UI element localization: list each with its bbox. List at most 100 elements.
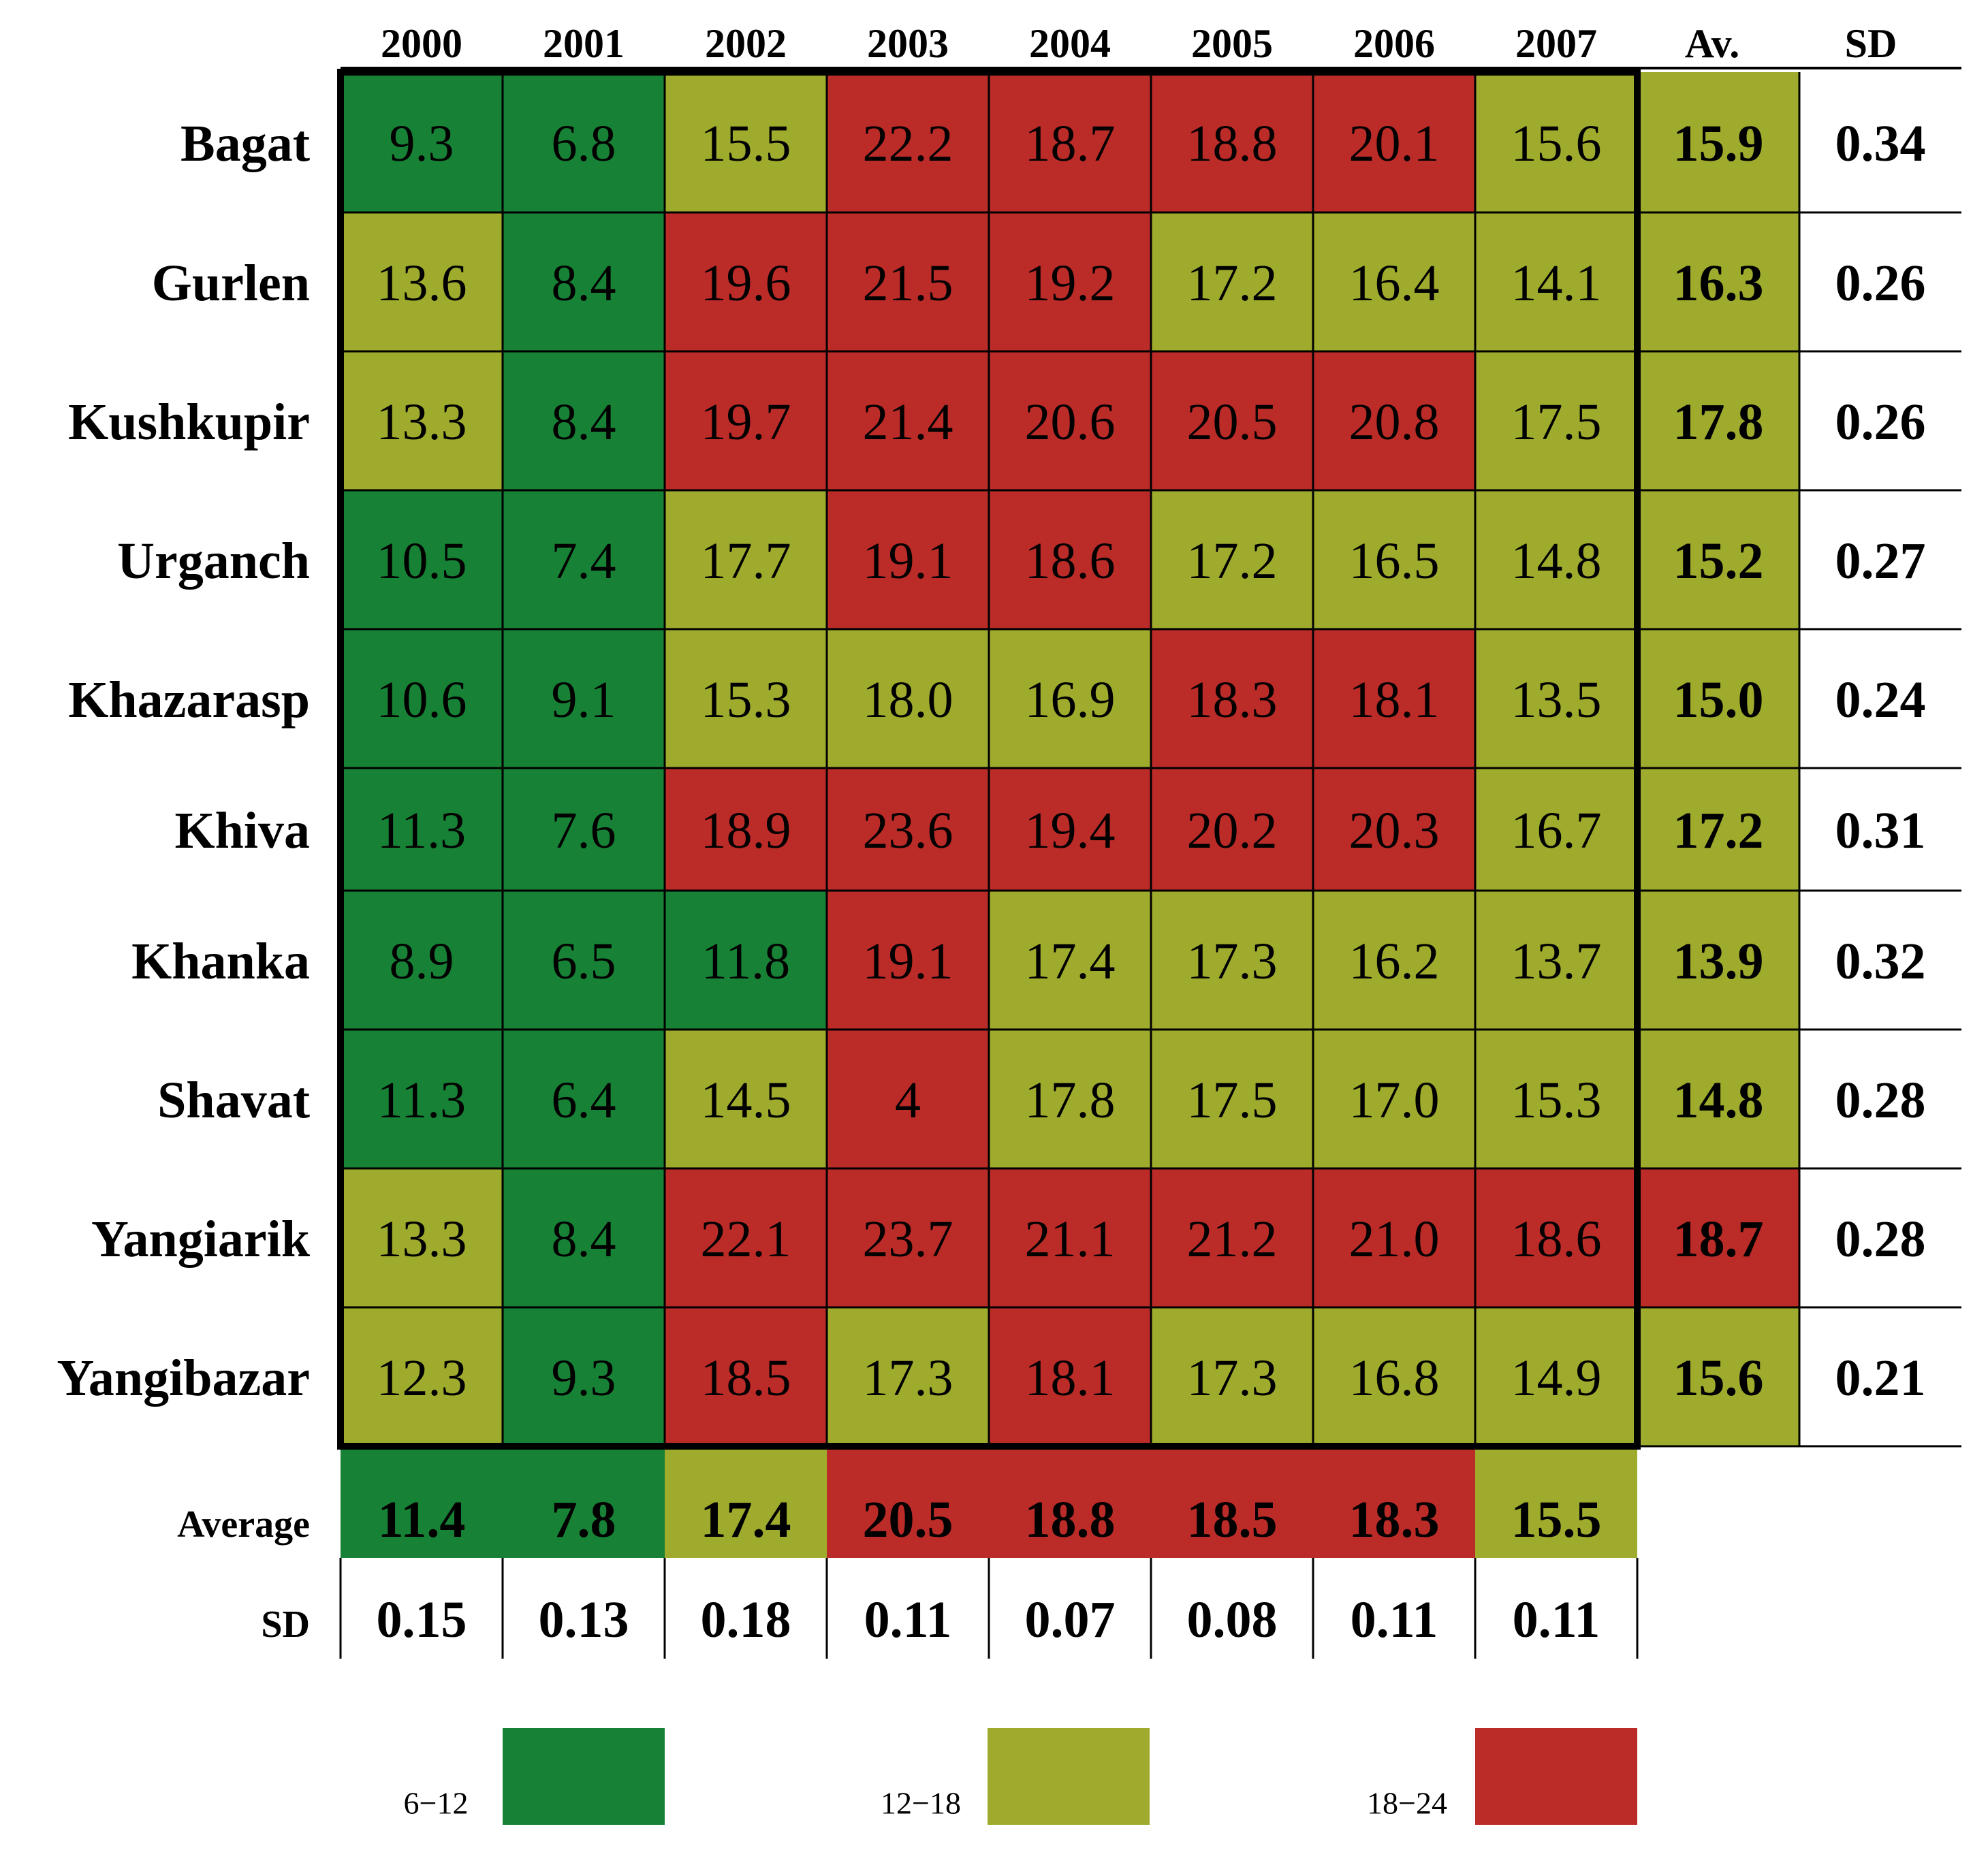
row-label: Gurlen [152, 255, 310, 312]
row-average-value: 17.2 [1673, 802, 1764, 859]
row-average-value: 16.3 [1673, 255, 1764, 312]
heat-cell [827, 351, 989, 490]
column-sd-value: 0.11 [1351, 1591, 1438, 1648]
row-label: Khazarasp [68, 671, 310, 729]
heat-cell [827, 629, 989, 768]
heat-cell [989, 1168, 1151, 1307]
heat-cell [827, 212, 989, 351]
heat-cell [989, 1307, 1151, 1446]
heat-cell [665, 629, 827, 768]
heat-cell [341, 351, 503, 490]
cell-value: 8.4 [552, 1211, 616, 1268]
heat-cell [1151, 1030, 1313, 1168]
row-average-cell [1637, 891, 1799, 1030]
column-average-value: 15.5 [1511, 1491, 1602, 1548]
heat-cell [1151, 1307, 1313, 1446]
average-row-label: Average [177, 1503, 310, 1546]
cell-value: 16.4 [1349, 255, 1440, 312]
cell-value: 6.5 [552, 933, 616, 990]
cell-value: 21.4 [863, 394, 953, 451]
heat-cell [1475, 212, 1637, 351]
row-label: Kushkupir [68, 394, 310, 451]
column-header: 2006 [1353, 21, 1435, 66]
main-block-border [337, 69, 1641, 1450]
column-average-value: 7.8 [552, 1491, 616, 1548]
cell-value: 13.6 [377, 255, 467, 312]
heat-cell [503, 1030, 665, 1168]
cell-value: 20.3 [1349, 802, 1440, 859]
cell-value: 19.7 [701, 394, 791, 451]
heat-cell [503, 72, 665, 212]
heat-cell [665, 891, 827, 1030]
column-sd-value: 0.13 [539, 1591, 629, 1648]
row-sd-value: 0.24 [1835, 671, 1926, 729]
row-average-cell [1637, 1307, 1799, 1446]
grid-lines [337, 67, 1961, 1659]
column-average-cell [341, 1446, 503, 1558]
heat-cell [665, 1307, 827, 1446]
row-sd-value: 0.34 [1835, 115, 1926, 172]
heat-cell [341, 629, 503, 768]
heat-cell [1313, 891, 1475, 1030]
column-header-sd: SD [1845, 21, 1897, 66]
row-average-value: 18.7 [1673, 1211, 1764, 1268]
heat-cell [1313, 351, 1475, 490]
row-average-cell [1637, 1030, 1799, 1168]
heat-cell [1475, 490, 1637, 629]
cell-value: 14.5 [701, 1072, 791, 1129]
cell-value: 19.2 [1025, 255, 1116, 312]
heat-cell [503, 212, 665, 351]
sd-row-label: SD [261, 1604, 310, 1646]
cell-value: 15.5 [701, 115, 791, 172]
heat-cell [341, 1030, 503, 1168]
heat-cell [827, 1168, 989, 1307]
column-average-cell [1475, 1446, 1637, 1558]
cell-value: 20.2 [1187, 802, 1278, 859]
cell-value: 16.2 [1349, 933, 1440, 990]
column-average-value: 18.8 [1025, 1491, 1116, 1548]
column-header: 2003 [867, 21, 949, 66]
cell-value: 18.0 [863, 671, 953, 729]
row-average-cell [1637, 1168, 1799, 1307]
column-average-cell [665, 1446, 827, 1558]
row-average-cell [1637, 490, 1799, 629]
cell-value: 10.5 [377, 532, 467, 590]
cell-value: 18.1 [1349, 671, 1440, 729]
heat-cell [665, 1030, 827, 1168]
heat-cell [827, 490, 989, 629]
heat-cell [989, 768, 1151, 891]
cell-value: 9.3 [390, 115, 454, 172]
legend-label: 18−24 [1367, 1786, 1447, 1821]
heat-cell [1475, 891, 1637, 1030]
row-label: Yangiarik [91, 1211, 311, 1268]
heat-cell [989, 629, 1151, 768]
cells-layer [341, 72, 1799, 1825]
cell-value: 17.5 [1187, 1072, 1278, 1129]
row-average-value: 15.0 [1673, 671, 1764, 729]
column-header-av: Av. [1685, 21, 1740, 66]
row-sd-value: 0.27 [1835, 532, 1926, 590]
row-label: Yangibazar [57, 1350, 310, 1407]
heat-cell [503, 891, 665, 1030]
cell-value: 19.4 [1025, 802, 1116, 859]
heat-cell [1313, 768, 1475, 891]
column-average-value: 20.5 [863, 1491, 953, 1548]
cell-value: 16.8 [1349, 1350, 1440, 1407]
heat-cell [1313, 1168, 1475, 1307]
heat-cell [1475, 351, 1637, 490]
cell-value: 11.3 [377, 1072, 466, 1129]
cell-value: 14.8 [1511, 532, 1602, 590]
heat-cell [1475, 1030, 1637, 1168]
heat-cell [1313, 212, 1475, 351]
cell-value: 18.8 [1187, 115, 1278, 172]
heat-cell [665, 768, 827, 891]
row-sd-value: 0.28 [1835, 1211, 1926, 1268]
cell-value: 21.0 [1349, 1211, 1440, 1268]
row-sd-value: 0.26 [1835, 394, 1926, 451]
column-average-value: 18.3 [1349, 1491, 1440, 1548]
cell-value: 17.3 [863, 1350, 953, 1407]
column-header: 2005 [1191, 21, 1273, 66]
cell-value: 17.3 [1187, 933, 1278, 990]
cell-value: 20.8 [1349, 394, 1440, 451]
cell-value: 12.3 [377, 1350, 467, 1407]
